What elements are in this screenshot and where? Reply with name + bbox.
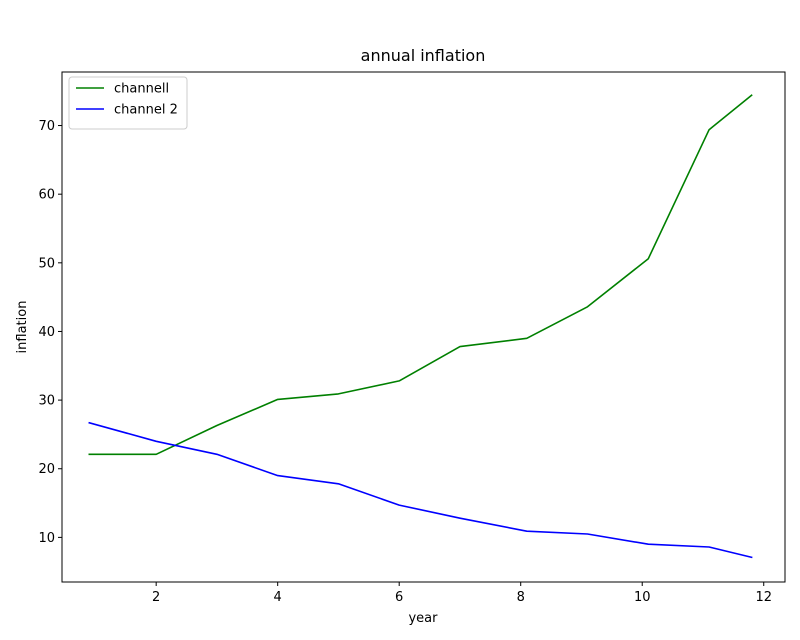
legend: channell channel 2	[68, 76, 188, 130]
y-tick-label-50: 50	[38, 256, 55, 271]
y-tick-label-70: 70	[38, 119, 55, 134]
series-line-2	[88, 421, 753, 559]
series-line-1	[88, 94, 753, 456]
y-axis-label: inflation	[15, 301, 30, 354]
y-tick-label-60: 60	[38, 188, 55, 203]
x-tick-label-6: 6	[395, 590, 403, 605]
x-tick-label-12: 12	[755, 590, 772, 605]
y-tick-label-20: 20	[38, 462, 55, 477]
legend-label-1: channell	[114, 82, 169, 97]
y-tick-label-30: 30	[38, 394, 55, 409]
legend-label-2: channel 2	[114, 103, 178, 118]
x-tick-label-4: 4	[274, 590, 282, 605]
x-tick-label-10: 10	[634, 590, 651, 605]
axes-frame	[61, 71, 786, 583]
x-axis-label: year	[408, 611, 438, 626]
x-tick-label-2: 2	[152, 590, 160, 605]
axes: 2 4 6 8 10 12 10 20 30 40 50 60 70	[38, 71, 786, 605]
chart-title: annual inflation	[361, 46, 486, 65]
x-tick-label-8: 8	[517, 590, 525, 605]
plot-area	[88, 94, 753, 559]
y-tick-label-10: 10	[38, 531, 55, 546]
y-tick-label-40: 40	[38, 325, 55, 340]
legend-box	[68, 76, 188, 130]
